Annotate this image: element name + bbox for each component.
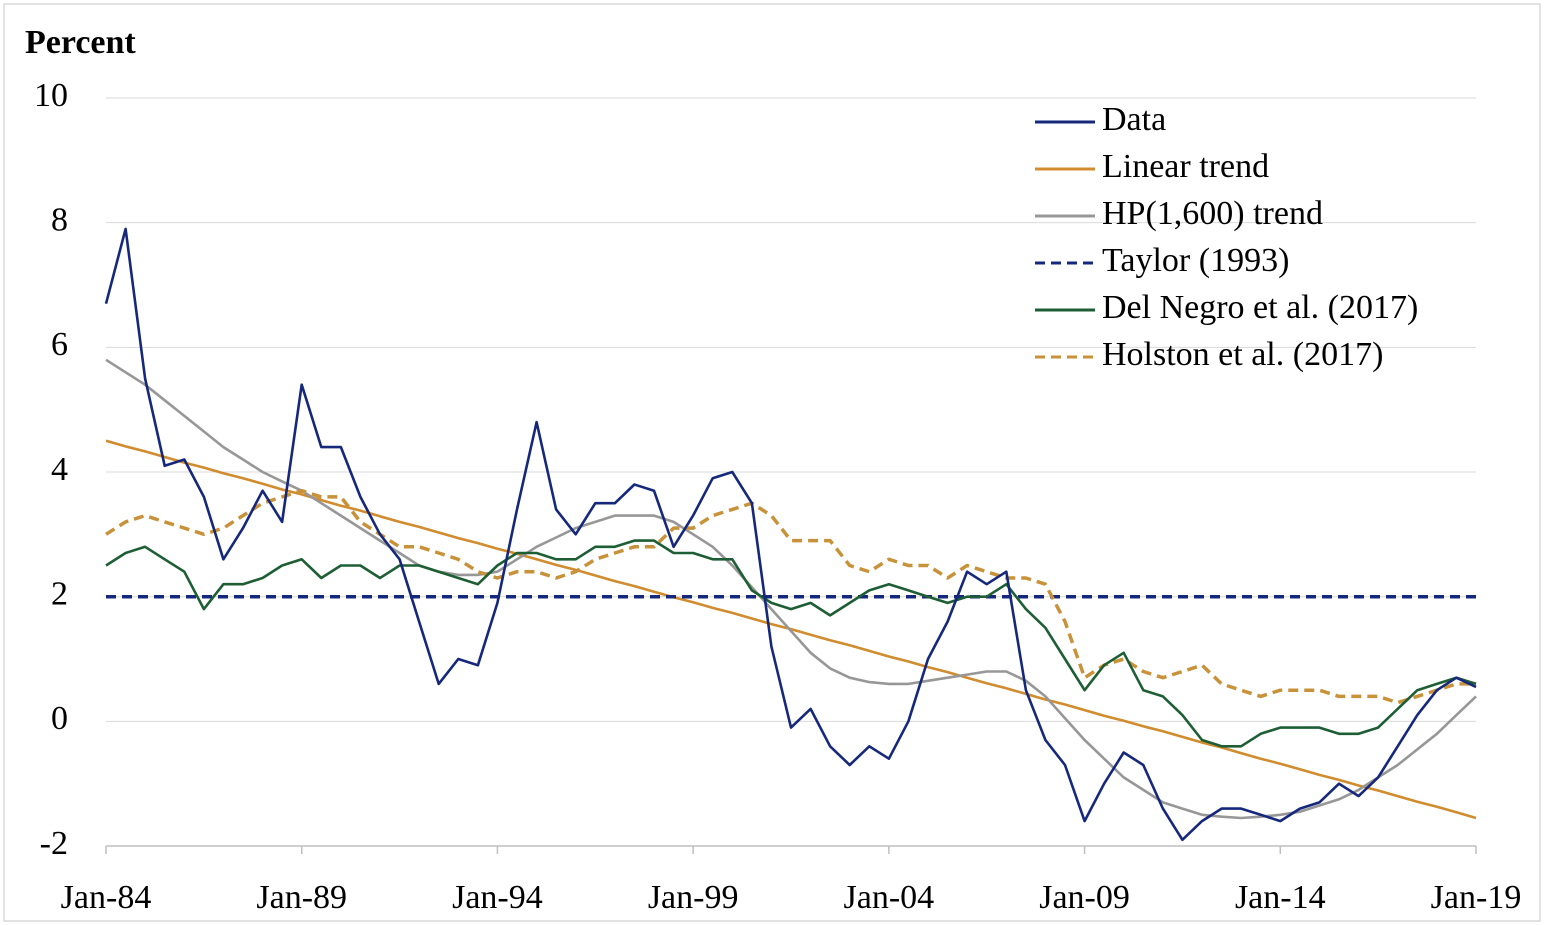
x-tick-label: Jan-14 <box>1235 879 1326 916</box>
x-tick-label: Jan-94 <box>452 879 543 916</box>
series-line <box>104 227 1477 842</box>
x-tick-label: Jan-09 <box>1039 879 1130 916</box>
legend-label: Del Negro et al. (2017) <box>1102 289 1418 326</box>
legend-label: HP(1,600) trend <box>1102 195 1323 232</box>
y-axis-label: Percent <box>25 24 136 61</box>
y-tick-label: 10 <box>34 77 68 114</box>
legend-label: Linear trend <box>1102 148 1269 185</box>
legend-label: Taylor (1993) <box>1102 242 1289 279</box>
series-line <box>105 488 1476 705</box>
legend-label: Holston et al. (2017) <box>1102 336 1383 373</box>
y-tick-label: 4 <box>51 451 68 488</box>
y-tick-label: -2 <box>40 825 68 862</box>
x-tick-label: Jan-84 <box>61 879 152 916</box>
y-tick-label: 8 <box>51 201 68 238</box>
legend-label: Data <box>1102 101 1166 138</box>
x-tick-label: Jan-99 <box>648 879 739 916</box>
x-tick-label: Jan-19 <box>1431 879 1522 916</box>
chart-frame <box>3 3 1541 922</box>
y-tick-label: 0 <box>51 700 68 737</box>
series-line <box>105 539 1477 748</box>
x-tick-label: Jan-04 <box>844 879 935 916</box>
y-tick-label: 6 <box>51 326 68 363</box>
series-line <box>105 358 1477 820</box>
x-tick-label: Jan-89 <box>256 879 347 916</box>
y-tick-label: 2 <box>51 575 68 612</box>
